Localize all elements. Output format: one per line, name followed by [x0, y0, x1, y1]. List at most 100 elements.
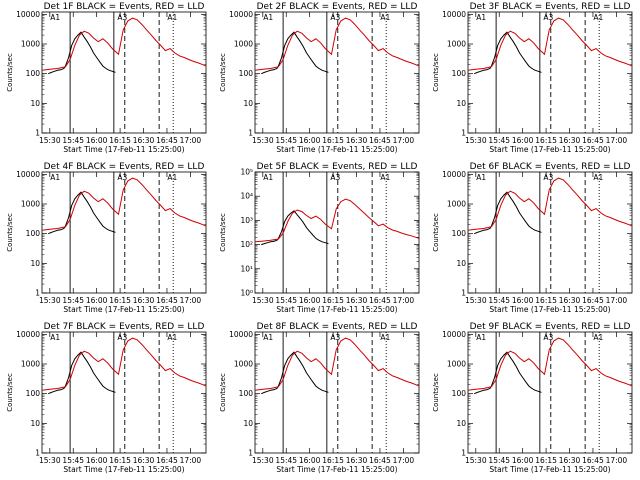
y-tick-label: 1	[461, 129, 466, 138]
events-series-line	[474, 191, 542, 235]
y-tick-label: 1	[248, 129, 253, 138]
attenuator-label: A3	[117, 13, 127, 22]
detector-panel: Det 1F BLACK = Events, RED = LLD 1 10 100 10…	[6, 2, 207, 154]
x-tick-label: 15:45	[62, 136, 84, 145]
y-tick-label: 100	[239, 389, 254, 398]
x-tick-label: 17:00	[393, 456, 415, 465]
x-axis-label: Start Time (17-Feb-11 15:25:00)	[63, 145, 184, 154]
y-tick-label: 1000	[447, 200, 466, 209]
lld-series-line	[254, 337, 420, 391]
y-tick-label: 1	[35, 289, 40, 298]
x-tick-label: 17:00	[606, 456, 628, 465]
x-tick-label: 17:00	[180, 136, 202, 145]
attenuator-label: A1	[263, 173, 273, 182]
lld-series-line	[467, 337, 633, 391]
attenuator-label: A1	[167, 13, 177, 22]
y-tick-label: 10³	[240, 216, 253, 225]
x-tick-label: 16:45	[156, 456, 178, 465]
plot-frame	[467, 11, 633, 134]
x-tick-label: 16:00	[299, 456, 321, 465]
panel-title: Det 3F BLACK = Events, RED = LLD	[470, 2, 631, 12]
attenuator-label: A3	[330, 13, 340, 22]
y-axis-label: Counts/sec	[6, 213, 14, 252]
y-tick-label: 10	[243, 419, 253, 428]
x-tick-label: 16:15	[535, 296, 557, 305]
attenuator-label: A3	[543, 333, 553, 342]
attenuator-label: A1	[380, 13, 390, 22]
x-tick-label: 16:00	[86, 296, 108, 305]
x-tick-label: 15:45	[275, 136, 297, 145]
lld-series-line	[41, 17, 207, 71]
y-axis-label: Counts/sec	[6, 373, 14, 412]
x-tick-label: 15:30	[39, 136, 61, 145]
lld-series-line	[41, 337, 207, 391]
lld-series-line	[467, 17, 633, 71]
panel-title: Det 7F BLACK = Events, RED = LLD	[44, 322, 205, 332]
attenuator-label: A1	[593, 173, 603, 182]
x-axis-label: Start Time (17-Feb-11 15:25:00)	[489, 305, 610, 314]
x-tick-label: 15:45	[275, 296, 297, 305]
x-tick-label: 15:45	[488, 136, 510, 145]
plot-frame	[41, 331, 207, 454]
panel-title: Det 5F BLACK = Events, RED = LLD	[257, 162, 418, 172]
attenuator-label: A1	[593, 13, 603, 22]
y-tick-label: 100	[452, 69, 467, 78]
x-tick-label: 16:15	[322, 456, 344, 465]
attenuator-label: A1	[380, 333, 390, 342]
y-tick-label: 1	[461, 289, 466, 298]
attenuator-label: A3	[330, 173, 340, 182]
x-tick-label: 16:45	[156, 296, 178, 305]
x-tick-label: 16:30	[559, 456, 581, 465]
x-tick-label: 16:00	[512, 456, 534, 465]
x-tick-label: 16:45	[582, 296, 604, 305]
detector-panel: Det 9F BLACK = Events, RED = LLD 1 10 100 10…	[432, 322, 633, 474]
detector-panel: Det 2F BLACK = Events, RED = LLD 1 10 100 10…	[219, 2, 420, 154]
detector-panel: Det 4F BLACK = Events, RED = LLD 1 10 100 10…	[6, 162, 207, 314]
panel-title: Det 6F BLACK = Events, RED = LLD	[470, 162, 631, 172]
x-tick-label: 16:15	[535, 136, 557, 145]
x-tick-label: 16:45	[156, 136, 178, 145]
panel-title: Det 4F BLACK = Events, RED = LLD	[44, 162, 205, 172]
y-tick-label: 100	[452, 389, 467, 398]
panel-title: Det 1F BLACK = Events, RED = LLD	[44, 2, 205, 12]
plot-frame	[254, 11, 420, 134]
x-tick-label: 15:45	[275, 456, 297, 465]
attenuator-label: A3	[543, 13, 553, 22]
x-tick-label: 16:45	[369, 296, 391, 305]
x-axis-label: Start Time (17-Feb-11 15:25:00)	[63, 305, 184, 314]
x-tick-label: 16:15	[109, 456, 131, 465]
x-tick-label: 15:30	[465, 136, 487, 145]
x-tick-label: 16:30	[133, 136, 155, 145]
y-tick-label: 10	[456, 419, 466, 428]
y-tick-label: 10000	[229, 330, 253, 339]
detector-panel: Det 6F BLACK = Events, RED = LLD 1 10 100 10…	[432, 162, 633, 314]
panel-title: Det 2F BLACK = Events, RED = LLD	[257, 2, 418, 12]
x-tick-label: 16:45	[582, 136, 604, 145]
x-tick-label: 15:45	[488, 456, 510, 465]
x-axis-label: Start Time (17-Feb-11 15:25:00)	[276, 305, 397, 314]
x-tick-label: 17:00	[393, 136, 415, 145]
events-series-line	[48, 351, 116, 395]
x-tick-label: 17:00	[606, 136, 628, 145]
plot-frame	[41, 11, 207, 134]
lld-series-line	[41, 177, 207, 231]
y-tick-label: 10¹	[240, 264, 253, 273]
y-axis-label: Counts/sec	[219, 53, 227, 92]
lld-series-line	[254, 198, 420, 243]
attenuator-label: A1	[50, 173, 60, 182]
x-tick-label: 15:30	[39, 296, 61, 305]
detector-panel: Det 7F BLACK = Events, RED = LLD 1 10 100 10…	[6, 322, 207, 474]
detector-panel: Det 8F BLACK = Events, RED = LLD 1 10 100 10…	[219, 322, 420, 474]
attenuator-label: A1	[50, 13, 60, 22]
y-tick-label: 10	[243, 99, 253, 108]
events-series-line	[261, 351, 329, 395]
y-tick-label: 10	[456, 259, 466, 268]
plot-frame	[254, 171, 420, 294]
y-tick-label: 1000	[21, 40, 40, 49]
x-tick-label: 15:30	[252, 296, 274, 305]
attenuator-label: A1	[263, 333, 273, 342]
panel-title: Det 9F BLACK = Events, RED = LLD	[470, 322, 631, 332]
y-tick-label: 10⁴	[240, 192, 253, 201]
y-tick-label: 1	[35, 129, 40, 138]
x-tick-label: 16:45	[369, 456, 391, 465]
